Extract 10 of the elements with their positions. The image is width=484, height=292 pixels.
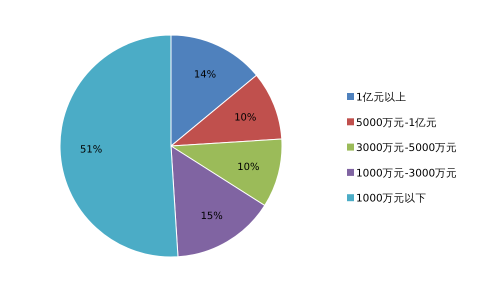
legend-label: 5000万元-1亿元 [356,116,438,129]
data-label: 10% [237,162,260,173]
data-label: 51% [80,144,102,156]
data-label: 10% [234,112,256,124]
data-label: 15% [200,210,223,222]
legend-label: 1000万元以下 [356,192,427,205]
legend-label: 1亿元以上 [356,90,407,104]
legend-label: 1000万元-3000万元 [356,167,458,180]
data-label: 14% [194,70,216,81]
legend-label: 3000万元-5000万元 [356,142,458,154]
